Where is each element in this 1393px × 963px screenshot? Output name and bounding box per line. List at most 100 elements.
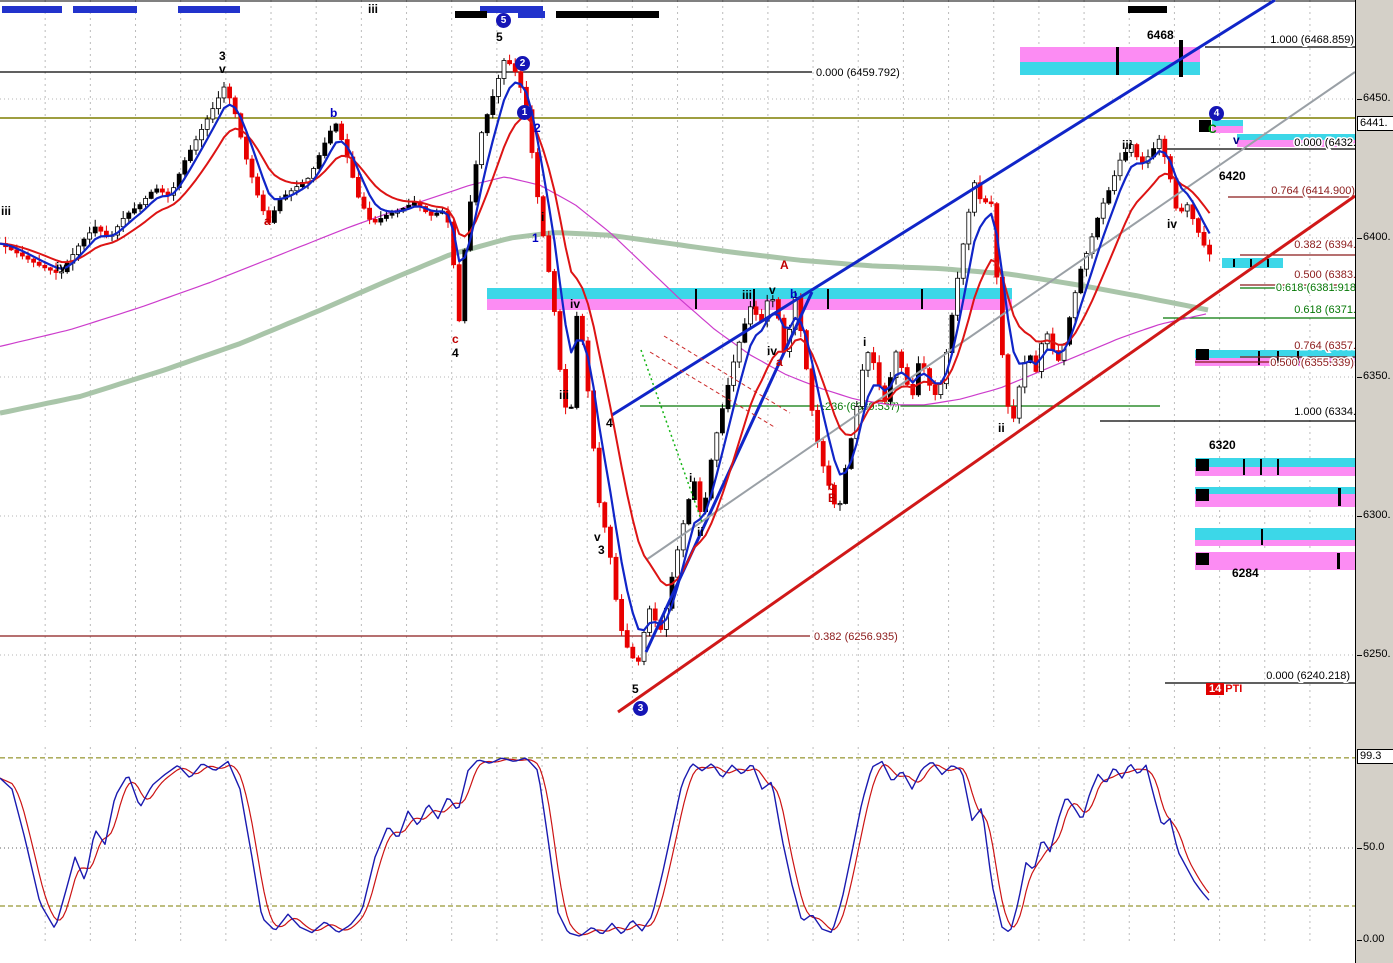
candle-body xyxy=(568,406,574,409)
candle-body xyxy=(501,60,507,79)
oscillator-fast-line xyxy=(0,757,1210,937)
wave-period-bar xyxy=(455,11,487,18)
axis-tick xyxy=(1357,99,1362,100)
candle-body xyxy=(966,211,972,245)
candle-body xyxy=(596,447,602,504)
candle-body xyxy=(826,465,832,486)
price-axis[interactable]: 6450. 6400. 6350. 6300. 6250. 50.0 0.00 6441. … xyxy=(1355,0,1393,963)
candle-body xyxy=(48,267,53,271)
candle-body xyxy=(215,97,221,110)
band-tick xyxy=(921,289,923,309)
trendline xyxy=(645,71,1356,561)
candle-body xyxy=(243,136,249,160)
band-tick xyxy=(1277,459,1279,475)
projection-band xyxy=(487,288,1012,299)
axis-tick-label: 6300. xyxy=(1363,509,1391,521)
projection-band xyxy=(1195,467,1355,476)
candle-body xyxy=(1011,405,1016,419)
axis-tick xyxy=(1357,516,1362,517)
candle-body xyxy=(59,271,64,274)
candle-body xyxy=(960,243,966,279)
candle-body xyxy=(137,204,143,210)
band-tick xyxy=(1196,489,1209,501)
ma-50-line xyxy=(0,176,1207,406)
band-tick xyxy=(753,289,755,309)
band-tick xyxy=(1116,47,1119,75)
candle-body xyxy=(1028,355,1033,363)
candle-body xyxy=(227,86,233,99)
projection-band xyxy=(1195,458,1355,467)
candle-body xyxy=(490,96,496,115)
candle-body xyxy=(619,599,624,631)
band-tick xyxy=(1267,259,1269,267)
candle-body xyxy=(249,158,255,178)
candle-body xyxy=(19,252,25,257)
candle-body xyxy=(731,361,736,386)
candle-body xyxy=(159,188,165,193)
candle-body xyxy=(647,608,652,633)
candle-body xyxy=(143,198,149,206)
candle-body xyxy=(126,212,132,219)
candle-body xyxy=(720,408,725,434)
candle-body xyxy=(255,176,261,196)
candle-body xyxy=(98,226,104,232)
band-tick xyxy=(1258,351,1260,365)
candle-body xyxy=(1196,218,1201,233)
candle-body xyxy=(266,210,272,223)
candle-body xyxy=(182,160,188,175)
band-tick xyxy=(695,289,697,309)
candle-body xyxy=(31,258,37,263)
fib-level-label: 0.500 (6355.339) xyxy=(1270,357,1354,369)
band-tick xyxy=(1260,459,1262,475)
fib-level-label: 0.618 (6381.918 xyxy=(1276,282,1356,294)
band-tick xyxy=(1338,488,1341,506)
candle-body xyxy=(1022,362,1028,388)
trendline xyxy=(663,335,791,414)
candle-body xyxy=(316,155,322,169)
candle-body xyxy=(378,218,384,223)
candle-body xyxy=(865,352,871,371)
candle-body xyxy=(1128,144,1134,153)
candle-body xyxy=(932,384,938,395)
candle-body xyxy=(456,264,462,322)
candle-body xyxy=(1156,138,1162,149)
band-tick xyxy=(1337,553,1340,569)
candle-body xyxy=(910,384,916,396)
candle-body xyxy=(753,306,759,315)
candle-body xyxy=(552,271,557,312)
candle-body xyxy=(736,341,742,363)
candle-body xyxy=(692,481,697,500)
band-tick xyxy=(1250,259,1252,267)
candle-body xyxy=(495,78,501,97)
candle-body xyxy=(977,182,983,200)
candle-body xyxy=(580,315,585,342)
candle-body xyxy=(339,123,345,140)
candle-body xyxy=(546,235,552,272)
fib-level-label: 0.764 (6357. xyxy=(1294,340,1356,352)
candle-body xyxy=(512,63,518,73)
candle-body xyxy=(837,503,843,506)
candle-body xyxy=(204,118,210,130)
oscillator-panel[interactable] xyxy=(0,747,1356,942)
candle-body xyxy=(697,481,703,513)
price-chart-panel[interactable]: 0.000 (6459.792) 1.000 (6468.859) 0.000 (6… xyxy=(0,0,1356,727)
candle-body xyxy=(1106,190,1112,204)
fib-level-label: 1.000 (6334. xyxy=(1294,406,1356,418)
band-tick xyxy=(1297,351,1299,365)
wave-period-bar xyxy=(2,6,62,13)
fib-level-label: 0.618 (6371. xyxy=(1294,304,1356,316)
wave-period-bar xyxy=(1128,6,1167,13)
candle-body xyxy=(25,255,31,260)
candle-body xyxy=(983,198,988,203)
candle-body xyxy=(327,130,333,144)
candle-body xyxy=(972,182,977,213)
candle-body xyxy=(680,523,686,551)
candle-body xyxy=(557,311,563,370)
ma-fast-line xyxy=(0,81,1211,632)
candle-body xyxy=(630,646,636,659)
fib-level-label: 0.382 (6256.935) xyxy=(814,631,898,643)
projection-band xyxy=(1195,494,1355,507)
candle-body xyxy=(876,362,882,387)
axis-tick xyxy=(1357,655,1362,656)
